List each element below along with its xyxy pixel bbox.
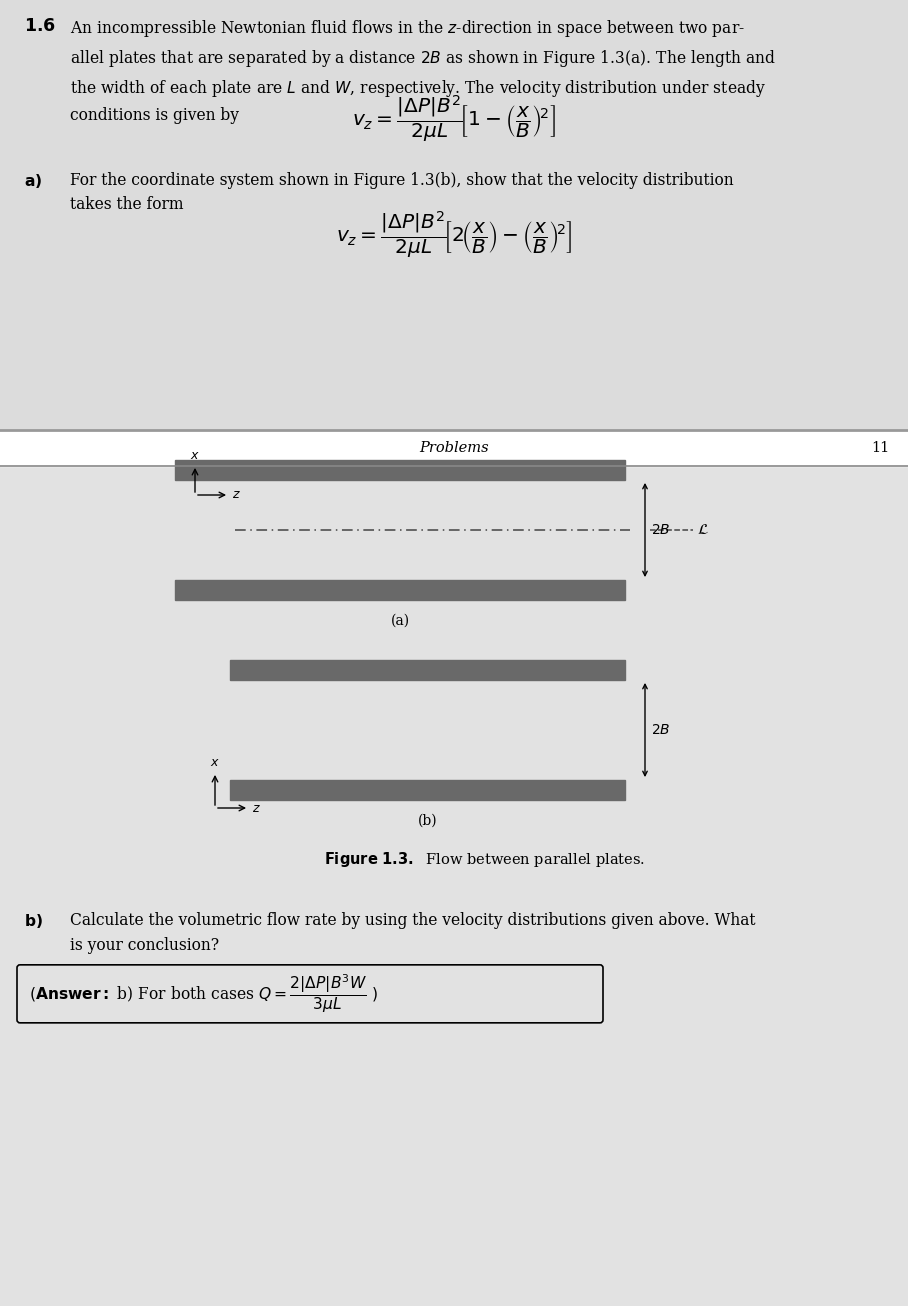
Text: $\mathbf{1.6}$: $\mathbf{1.6}$ [24, 18, 56, 35]
Text: 11: 11 [871, 441, 889, 454]
Bar [230, 780, 625, 801]
Text: Problems: Problems [419, 441, 489, 454]
Bar [0, 0, 908, 430]
Text: $\mathcal{L}$: $\mathcal{L}$ [697, 522, 709, 537]
Text: $z$: $z$ [232, 488, 241, 502]
Text: $z$: $z$ [252, 802, 261, 815]
Bar [175, 460, 625, 481]
Text: (b): (b) [418, 814, 438, 828]
Text: Calculate the volumetric flow rate by using the velocity distributions given abo: Calculate the volumetric flow rate by us… [70, 912, 755, 953]
Text: $v_z = \dfrac{|\Delta P|B^2}{2\mu L}\!\left[2\!\left(\dfrac{x}{B}\right) - \left: $v_z = \dfrac{|\Delta P|B^2}{2\mu L}\!\l… [336, 210, 572, 261]
Bar [175, 580, 625, 599]
FancyBboxPatch shape [17, 965, 603, 1023]
Bar [0, 430, 908, 466]
Text: $\mathbf{a)}$: $\mathbf{a)}$ [24, 171, 42, 189]
Text: $\mathbf{b)}$: $\mathbf{b)}$ [24, 912, 43, 930]
Text: (a): (a) [390, 614, 410, 628]
Text: $(\mathbf{Answer:}$ b) For both cases $Q = \dfrac{2|\Delta P|B^3 W}{3\mu L}$ $)$: $(\mathbf{Answer:}$ b) For both cases $Q… [29, 973, 378, 1015]
Text: $2B$: $2B$ [651, 724, 670, 737]
Bar [0, 466, 908, 1306]
Text: $\bf{Figure\ 1.3.}$  Flow between parallel plates.: $\bf{Figure\ 1.3.}$ Flow between paralle… [324, 850, 646, 868]
Text: For the coordinate system shown in Figure 1.3(b), show that the velocity distrib: For the coordinate system shown in Figur… [70, 171, 734, 213]
Text: $v_z = \dfrac{|\Delta P|B^2}{2\mu L}\!\left[1 - \left(\dfrac{x}{B}\right)^{\!2}\: $v_z = \dfrac{|\Delta P|B^2}{2\mu L}\!\l… [352, 94, 556, 145]
Text: $x$: $x$ [190, 449, 200, 462]
Text: $x$: $x$ [210, 756, 220, 769]
Text: $2B$: $2B$ [651, 522, 670, 537]
Text: An incompressible Newtonian fluid flows in the $z$-direction in space between tw: An incompressible Newtonian fluid flows … [70, 18, 776, 124]
Bar [230, 660, 625, 680]
